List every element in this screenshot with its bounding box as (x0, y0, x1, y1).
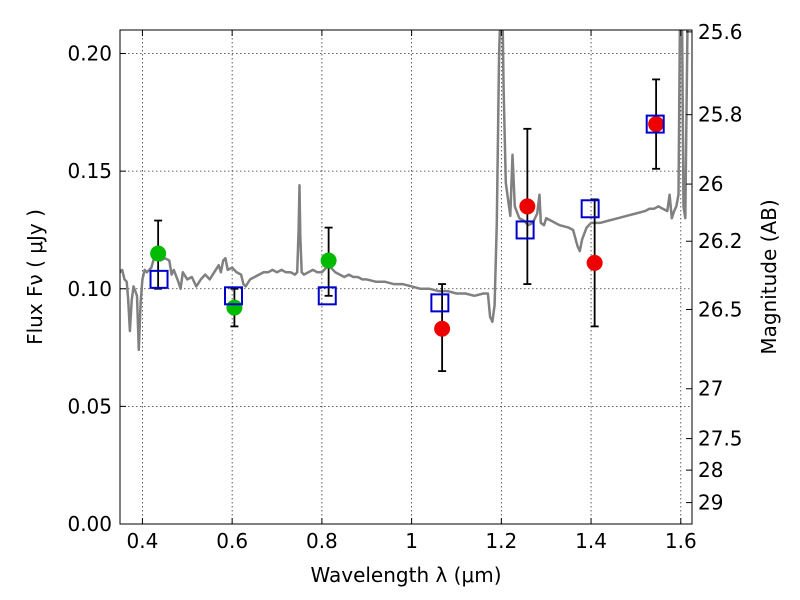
mag-tick-label: 25.8 (698, 103, 743, 127)
y-tick-label: 0.10 (67, 277, 112, 301)
mag-tick-label: 26.2 (698, 229, 743, 253)
red-point (586, 254, 603, 271)
blue-square-point (515, 220, 535, 240)
model-spectrum-line (120, 30, 689, 352)
blue-square-point (580, 199, 600, 219)
grid (120, 30, 692, 524)
x-axis-label: Wavelength λ (μm) (310, 563, 501, 587)
y-tick-label: 0.15 (67, 159, 112, 183)
blue-square-point (430, 293, 450, 313)
mag-tick-label: 28 (698, 458, 723, 482)
mag-tick-label: 29 (698, 491, 723, 515)
clipped-series (120, 30, 689, 372)
x-tick-label: 0.4 (127, 529, 159, 553)
x-tick-label: 1.2 (485, 529, 517, 553)
blue-square-point (317, 286, 337, 306)
green-point (150, 245, 167, 262)
ticks: 0.4 0.6 0.8 1 1.2 1.4 1.6 0.00 0.05 0.10 0.15 0.20 2… (67, 20, 742, 553)
y-tick-label: 0.00 (67, 512, 112, 536)
x-tick-label: 1.4 (575, 529, 607, 553)
mag-tick-label: 26 (698, 172, 723, 196)
y-tick-label: 0.05 (67, 394, 112, 418)
blue-square-point (149, 269, 169, 289)
mag-tick-label: 27.5 (698, 427, 743, 451)
mag-tick-label: 26.5 (698, 297, 743, 321)
blue-square-point (224, 286, 244, 306)
red-point (434, 320, 451, 337)
x-tick-label: 1.6 (665, 529, 697, 553)
y-tick-label: 0.20 (67, 42, 112, 66)
y-axis-label: Flux Fν ( μJy ) (23, 209, 47, 345)
blue-square-point (645, 114, 665, 134)
green-point (320, 252, 337, 269)
red-point (519, 198, 536, 215)
x-tick-label: 0.8 (306, 529, 338, 553)
plot-area (120, 30, 689, 372)
mag-tick-label: 27 (698, 377, 723, 401)
plot-frame (119, 29, 693, 525)
red-point (648, 116, 665, 133)
mag-tick-label: 25.6 (698, 20, 743, 44)
y-axis-right-label: Magnitude (AB) (757, 199, 781, 354)
x-tick-label: 0.6 (216, 529, 248, 553)
x-tick-label: 1 (405, 529, 418, 553)
green-point (226, 299, 243, 316)
